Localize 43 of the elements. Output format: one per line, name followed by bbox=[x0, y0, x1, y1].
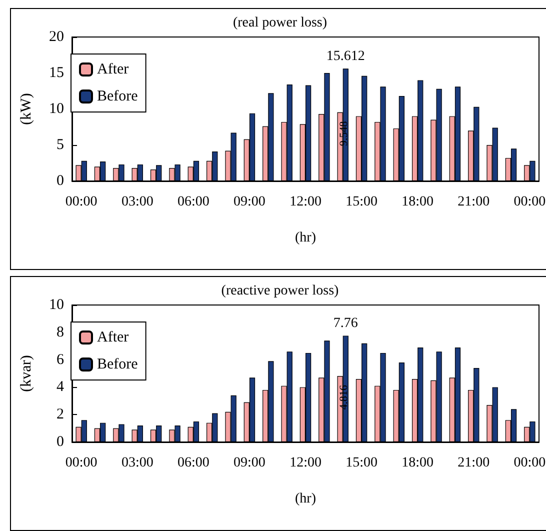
y-tick-label: 0 bbox=[56, 434, 64, 450]
legend-label: After bbox=[97, 330, 129, 346]
x-tick-label: 03:00 bbox=[121, 194, 154, 210]
x-tick-label: 06:00 bbox=[177, 194, 210, 210]
y-tick-label: 5 bbox=[56, 137, 64, 153]
data-label: 9.548 bbox=[338, 120, 350, 146]
x-tick-label: 03:00 bbox=[121, 456, 154, 470]
x-axis-title: (hr) bbox=[295, 492, 316, 506]
y-tick-label: 8 bbox=[56, 324, 64, 340]
x-tick-label: 15:00 bbox=[346, 456, 378, 470]
y-tick-label: 0 bbox=[56, 173, 64, 189]
x-tick-label: 18:00 bbox=[402, 194, 434, 210]
legend-label: Before bbox=[97, 356, 138, 372]
data-label: 4.816 bbox=[338, 384, 350, 410]
chart-title: (reactive power loss) bbox=[221, 284, 340, 298]
x-tick-label: 00:00 bbox=[65, 194, 98, 210]
legend-label: After bbox=[97, 62, 129, 78]
x-tick-label: 12:00 bbox=[290, 194, 322, 210]
x-tick-label: 21:00 bbox=[458, 194, 490, 210]
x-tick-label: 18:00 bbox=[402, 456, 434, 470]
x-tick-label: 09:00 bbox=[234, 194, 266, 210]
legend-label: Before bbox=[97, 88, 138, 104]
x-tick-label: 00:00 bbox=[514, 194, 546, 210]
x-tick-label: 00:00 bbox=[514, 456, 546, 470]
y-tick-label: 4 bbox=[56, 379, 64, 396]
chart-title: (real power loss) bbox=[232, 16, 328, 30]
x-tick-label: 15:00 bbox=[346, 194, 378, 210]
data-label: 7.76 bbox=[333, 316, 358, 332]
x-tick-label: 09:00 bbox=[234, 456, 266, 470]
data-label: 15.612 bbox=[326, 49, 365, 64]
y-tick-label: 15 bbox=[49, 65, 64, 81]
x-tick-label: 00:00 bbox=[65, 456, 98, 470]
y-tick-label: 10 bbox=[49, 101, 64, 117]
x-tick-label: 21:00 bbox=[458, 456, 490, 470]
y-tick-label: 2 bbox=[56, 406, 64, 423]
y-tick-label: 10 bbox=[49, 297, 64, 313]
y-axis-title: (kW) bbox=[18, 93, 34, 125]
y-tick-label: 20 bbox=[49, 29, 64, 45]
x-tick-label: 06:00 bbox=[177, 456, 210, 470]
y-axis-title: (kvar) bbox=[18, 355, 34, 392]
x-axis-title: (hr) bbox=[295, 230, 316, 246]
y-tick-label: 6 bbox=[56, 352, 64, 368]
x-tick-label: 12:00 bbox=[290, 456, 322, 470]
